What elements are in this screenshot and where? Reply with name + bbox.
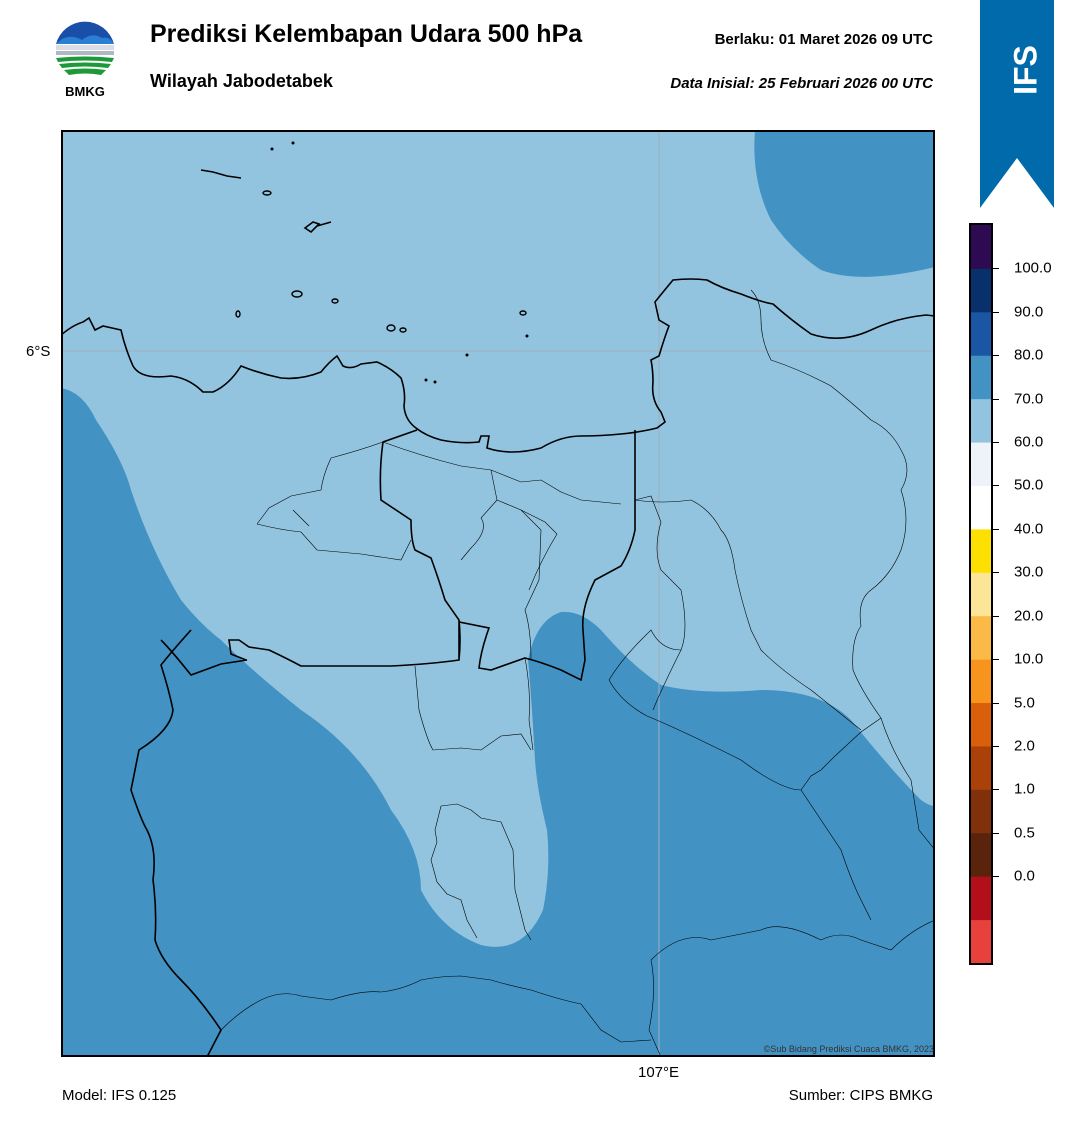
humidity-map [61,130,935,1057]
colorbar-swatch [971,659,991,704]
colorbar-tick [993,789,999,791]
colorbar-swatch [971,832,991,877]
map-frame [61,130,935,1057]
colorbar-tick [993,528,999,530]
colorbar-swatch [971,876,991,921]
colorbar-tick-label: 90.0 [1014,303,1044,321]
ifs-badge: IFS [1007,45,1043,95]
colorbar-tick [993,832,999,834]
island [386,324,396,332]
colorbar-swatch [971,919,991,964]
band-70-80-northeast [754,130,935,277]
island [291,290,303,298]
copyright-text: ©Sub Bidang Prediksi Cuaca BMKG, 2023 [763,1044,934,1054]
colorbar-swatch [971,268,991,313]
colorbar-tick-label: 2.0 [1014,737,1035,755]
colorbar-swatch [971,745,991,790]
island [331,298,339,304]
regency-borders [220,289,935,1057]
island [303,221,321,234]
lat-label: 6°S [26,343,51,360]
colorbar-swatch [971,528,991,573]
colorbar-tick [993,572,999,574]
island [262,190,272,196]
colorbar-swatch [971,702,991,747]
colorbar-swatch [971,572,991,617]
colorbar-tick [993,268,999,270]
colorbar-tick-label: 5.0 [1014,694,1035,712]
model-label: Model: IFS 0.125 [62,1087,177,1104]
island [270,147,274,151]
colorbar-tick-label: 80.0 [1014,346,1044,364]
island [399,327,407,333]
map-title: Prediksi Kelembapan Udara 500 hPa [150,20,583,48]
source-label: Sumber: CIPS BMKG [788,1087,933,1104]
init-time: Data Inisial: 25 Februari 2026 00 UTC [670,75,933,92]
island [235,310,241,318]
colorbar-tick [993,485,999,487]
colorbar-swatch [971,615,991,660]
colorbar-swatch [971,225,991,269]
colorbar-tick-label: 30.0 [1014,563,1044,581]
colorbar-tick-label: 60.0 [1014,433,1044,451]
colorbar-tick [993,659,999,661]
colorbar-swatch [971,485,991,530]
colorbar [969,223,993,965]
valid-time: Berlaku: 01 Maret 2026 09 UTC [714,31,933,48]
island [465,353,469,357]
colorbar-tick-label: 20.0 [1014,607,1044,625]
colorbar-swatch [971,355,991,400]
logo-text: BMKG [65,84,105,99]
colorbar-tick-label: 100.0 [1014,259,1052,277]
province-border [160,429,636,682]
colorbar-tick-label: 0.5 [1014,824,1035,842]
colorbar-swatch [971,311,991,356]
island [316,221,332,227]
colorbar-swatch [971,442,991,486]
ifs-badge-text: IFS [1007,45,1043,95]
island [519,310,527,316]
colorbar-tick [993,398,999,400]
colorbar-swatch [971,398,991,443]
island [433,380,437,384]
colorbar-tick [993,355,999,357]
colorbar-tick [993,876,999,878]
island [525,334,529,338]
province-border [130,629,222,1057]
bmkg-logo-icon [52,20,118,100]
ifs-ribbon-icon [980,0,1054,208]
colorbar-tick-label: 10.0 [1014,650,1044,668]
colorbar-tick-label: 50.0 [1014,476,1044,494]
colorbar-tick [993,442,999,444]
island [424,378,428,382]
island [291,141,295,145]
colorbar-tick-label: 40.0 [1014,520,1044,538]
colorbar-tick-label: 1.0 [1014,780,1035,798]
colorbar-frame [969,223,993,965]
colorbar-tick-label: 0.0 [1014,867,1035,885]
colorbar-swatch [971,789,991,834]
lon-label: 107°E [638,1064,680,1081]
colorbar-tick [993,745,999,747]
island [200,169,242,179]
coastline [61,278,935,453]
colorbar-tick [993,702,999,704]
colorbar-tick [993,311,999,313]
colorbar-tick [993,615,999,617]
band-70-80-southwest [61,388,935,1057]
colorbar-tick-label: 70.0 [1014,390,1044,408]
map-subtitle: Wilayah Jabodetabek [150,71,333,91]
